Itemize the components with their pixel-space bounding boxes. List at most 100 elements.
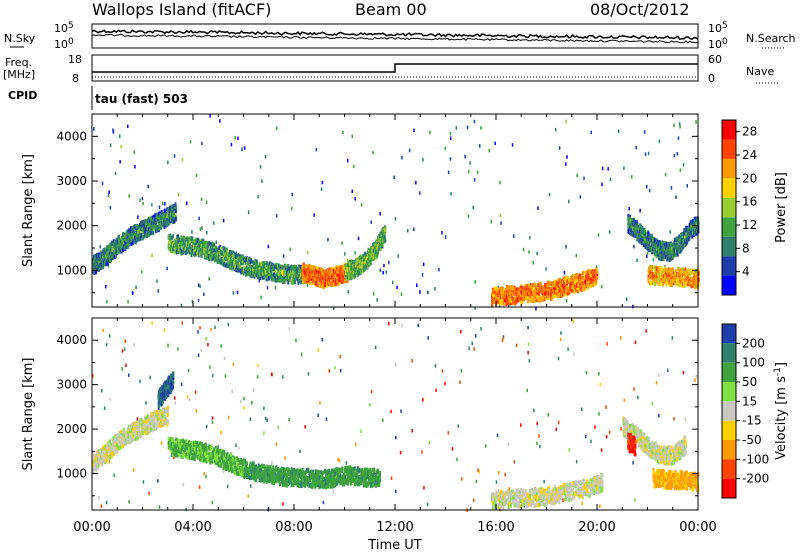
noise-tick-left-high: 105 <box>54 21 74 35</box>
power-feature-4-cell <box>528 291 531 296</box>
power-feature-1-cell <box>266 277 269 282</box>
power-feature-0-cell <box>108 249 111 254</box>
power-feature-4-cell <box>573 273 576 278</box>
power-feature-1-cell <box>211 241 214 246</box>
power-feature-4-cell <box>596 269 599 274</box>
power-feature-4-cell <box>570 285 573 290</box>
power-feature-5-cell <box>659 247 662 252</box>
power-feature-1-cell <box>219 254 222 259</box>
power-speckle <box>636 258 638 262</box>
power-feature-4-cell <box>533 296 535 301</box>
power-speckle <box>522 247 525 252</box>
power-speckle <box>373 292 375 296</box>
power-feature-5-cell <box>643 232 646 237</box>
power-speckle <box>607 167 609 171</box>
power-speckle <box>199 227 202 231</box>
power-feature-3-cell <box>381 243 384 247</box>
power-feature-5-cell <box>687 228 690 233</box>
power-feature-0-cell <box>106 261 109 266</box>
power-speckle <box>563 280 565 284</box>
power-speckle <box>392 280 394 285</box>
power-feature-6-cell <box>647 271 650 276</box>
power-feature-2-cell <box>315 266 318 271</box>
power-feature-4-cell <box>564 284 567 289</box>
power-feature-4-cell <box>595 267 598 272</box>
power-feature-0-cell <box>127 241 130 246</box>
power-speckle <box>99 245 101 249</box>
power-feature-4-cell <box>542 285 545 290</box>
power-speckle <box>166 266 168 271</box>
power-feature-1-cell <box>221 262 224 267</box>
power-feature-1-cell <box>249 273 252 278</box>
power-speckle <box>474 306 476 310</box>
power-feature-3-cell <box>369 252 372 257</box>
power-feature-6-cell <box>651 281 654 286</box>
power-speckle <box>601 182 603 187</box>
power-speckle <box>438 267 440 272</box>
power-speckle <box>230 142 233 147</box>
power-speckle <box>261 179 263 183</box>
power-feature-5-cell <box>655 253 658 258</box>
power-speckle <box>449 157 452 161</box>
power-speckle <box>201 141 203 146</box>
power-feature-1-cell <box>191 236 194 241</box>
power-feature-1-cell <box>278 275 280 280</box>
power-feature-5-cell <box>644 244 647 249</box>
power-feature-1-cell <box>233 261 236 266</box>
power-feature-4-cell <box>533 282 536 287</box>
power-speckle <box>142 202 144 206</box>
power-feature-1-cell <box>228 252 231 257</box>
power-feature-4-cell <box>549 281 551 286</box>
nave-tick-low: 0 <box>708 72 715 85</box>
power-feature-6-cell <box>685 282 688 287</box>
power-speckle <box>199 284 201 288</box>
power-feature-4-cell <box>595 280 598 285</box>
power-feature-5-cell <box>671 246 674 251</box>
power-feature-1-cell <box>219 246 222 251</box>
power-feature-0-cell <box>153 213 156 218</box>
power-feature-0-cell <box>130 241 133 246</box>
power-feature-3-cell <box>384 227 387 232</box>
power-feature-0-cell <box>136 226 139 231</box>
power-feature-0-cell <box>157 226 160 231</box>
power-feature-1-cell <box>256 259 259 264</box>
power-feature-5-cell <box>638 235 641 240</box>
power-feature-4-cell <box>588 276 591 281</box>
power-feature-3-cell <box>347 271 350 276</box>
power-feature-5-cell <box>679 245 682 250</box>
power-feature-1-cell <box>285 271 288 276</box>
power-feature-1-cell <box>230 251 232 256</box>
power-feature-3-cell <box>364 260 367 265</box>
power-feature-1-cell <box>187 236 190 241</box>
power-feature-3-cell <box>369 261 372 266</box>
power-speckle <box>354 251 356 255</box>
power-speckle <box>490 220 492 224</box>
power-speckle <box>512 234 515 238</box>
power-speckle <box>333 306 335 310</box>
power-feature-0-cell <box>167 221 169 226</box>
power-feature-2-cell <box>306 274 309 279</box>
power-feature-3-cell <box>373 246 376 251</box>
power-speckle <box>133 150 135 154</box>
power-speckle <box>198 216 200 221</box>
power-speckle <box>695 120 697 124</box>
power-feature-6-cell <box>662 278 665 282</box>
power-speckle <box>421 273 424 277</box>
power-feature-3-cell <box>367 260 370 265</box>
power-feature-0-cell <box>151 228 154 233</box>
power-speckle <box>579 195 582 199</box>
power-speckle <box>209 114 211 118</box>
power-feature-5-cell <box>673 248 676 252</box>
power-feature-5-cell <box>673 245 676 250</box>
power-feature-3-cell <box>370 249 373 254</box>
power-speckle <box>473 178 476 182</box>
power-feature-4-cell <box>495 291 498 296</box>
power-feature-1-cell <box>209 241 211 246</box>
power-speckle <box>197 298 200 303</box>
power-feature-1-cell <box>178 238 181 243</box>
power-speckle <box>422 262 425 267</box>
power-feature-3-cell <box>354 262 356 267</box>
power-feature-5-cell <box>661 256 664 261</box>
power-feature-4-cell <box>517 291 520 296</box>
power-speckle <box>313 213 315 217</box>
